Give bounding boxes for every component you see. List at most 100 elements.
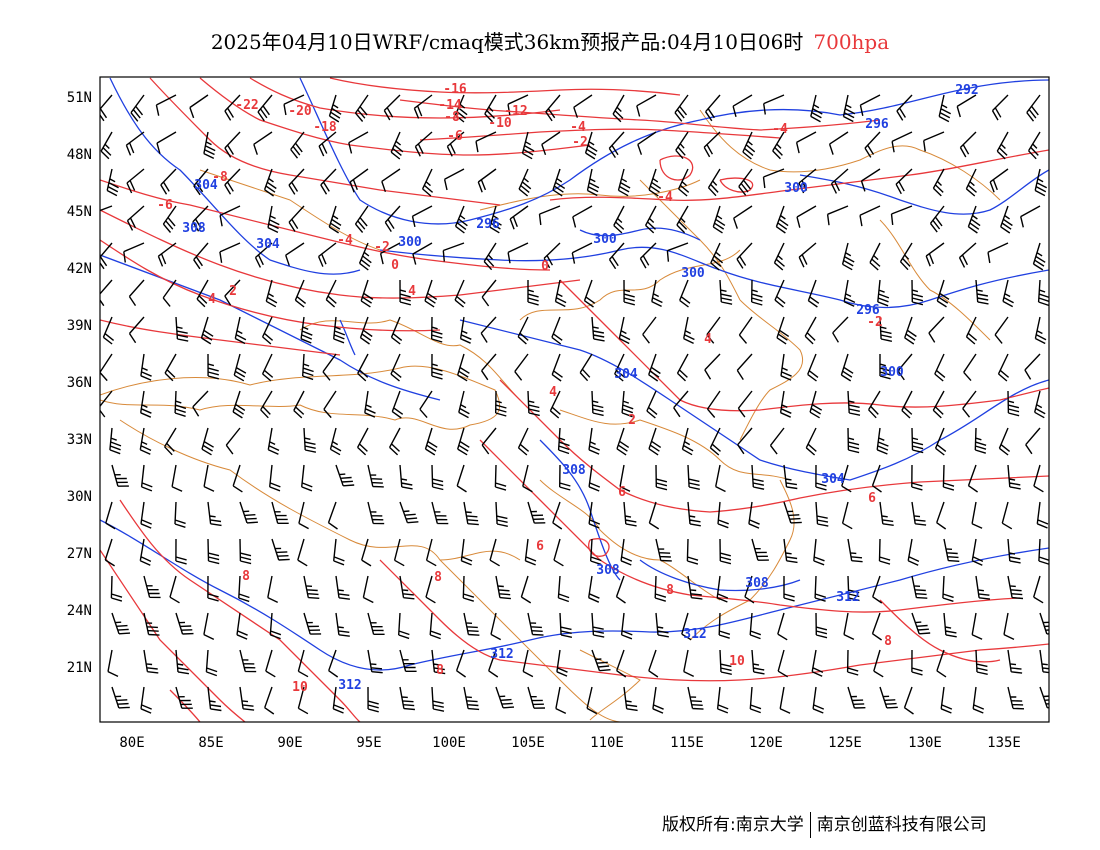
wind-barb <box>267 205 280 234</box>
wind-barb <box>267 427 280 455</box>
wind-barb <box>971 612 983 640</box>
wind-barb <box>254 242 273 268</box>
wind-barb <box>751 279 763 306</box>
lon-tick-label: 130E <box>908 735 942 751</box>
wind-barb <box>579 353 593 382</box>
wind-barb <box>1003 612 1015 641</box>
wind-barb <box>591 390 604 417</box>
wind-barb <box>936 279 950 308</box>
wind-barb <box>106 168 119 197</box>
wind-barb <box>744 575 755 604</box>
wind-barb <box>390 316 403 345</box>
wind-barb <box>399 686 415 711</box>
wind-barb <box>783 576 795 602</box>
copyright-owner: 版权所有:南京大学 <box>662 815 804 835</box>
wind-barb <box>749 686 762 714</box>
longitude-axis: 80E 85E 90E 95E 100E 105E 110E 115E 120E… <box>119 735 1021 751</box>
wind-barb <box>879 354 891 380</box>
wind-barb <box>923 131 945 152</box>
wind-barb <box>655 612 669 638</box>
wind-barb <box>225 427 241 455</box>
wind-barb <box>328 649 339 678</box>
wind-barb <box>335 612 350 637</box>
wind-barb <box>873 649 884 678</box>
height-label: 292 <box>955 83 978 98</box>
wind-barb <box>484 94 497 123</box>
wind-barb <box>847 538 863 563</box>
wind-barb <box>507 94 529 116</box>
wind-barb <box>431 316 443 343</box>
wind-barb <box>559 612 573 638</box>
wind-barb <box>751 464 765 490</box>
wind-barb <box>162 205 177 233</box>
wind-barb <box>972 686 985 714</box>
wind-barb <box>527 686 546 709</box>
temp-label: 8 <box>884 634 892 649</box>
wind-barb <box>737 427 753 455</box>
wind-barb <box>975 279 989 305</box>
footer-divider <box>809 812 811 838</box>
wind-barb <box>1007 538 1021 564</box>
wind-barb <box>257 94 273 122</box>
wind-barb <box>155 94 177 116</box>
wind-barb <box>454 94 468 123</box>
wind-barb <box>807 353 819 382</box>
wind-barb <box>619 464 631 492</box>
lon-tick-label: 135E <box>987 735 1021 751</box>
lat-tick-label: 36N <box>67 375 92 391</box>
wind-barb <box>399 649 417 672</box>
wind-barb <box>959 131 977 158</box>
latitude-axis: 51N 48N 45N 42N 39N 36N 33N 30N 27N 24N … <box>67 90 92 676</box>
wind-barb <box>936 649 947 678</box>
wind-barb <box>872 575 883 604</box>
wind-barb <box>367 686 379 713</box>
wind-barb <box>495 686 515 709</box>
wind-barb <box>676 353 689 382</box>
wind-barb <box>936 501 947 530</box>
wind-barb <box>841 464 852 493</box>
height-label: 312 <box>683 627 706 642</box>
wind-barb <box>483 242 497 271</box>
wind-barb <box>795 131 817 154</box>
wind-barb <box>637 131 657 155</box>
wind-barb <box>463 501 479 526</box>
lat-tick-label: 24N <box>67 603 92 619</box>
wind-barb <box>454 279 466 308</box>
height-labels: 292 296 300 300 300 300 296 296 300 304 … <box>182 83 978 693</box>
wind-barb <box>551 316 563 345</box>
wind-barb <box>1000 205 1013 234</box>
wind-barb <box>779 390 792 418</box>
wind-barb <box>846 649 859 676</box>
wind-barb <box>421 168 434 197</box>
wind-barb <box>140 464 153 492</box>
wind-barb <box>586 168 600 197</box>
wind-barb <box>1034 168 1048 197</box>
wind-barb <box>841 242 855 271</box>
wind-barb <box>652 686 664 714</box>
wind-barb <box>615 575 626 604</box>
wind-barb <box>111 612 131 635</box>
wind-barb <box>361 538 372 567</box>
wind-barb <box>588 575 600 603</box>
wind-barb <box>614 353 626 382</box>
wind-barb <box>429 612 442 640</box>
wind-barb <box>125 131 145 156</box>
wind-barb <box>613 205 625 234</box>
wind-barb <box>879 686 898 709</box>
height-label: 312 <box>338 678 361 693</box>
wind-barb <box>796 205 817 228</box>
wind-barb <box>521 131 535 160</box>
wind-barb <box>762 168 785 189</box>
lat-tick-label: 27N <box>67 546 92 562</box>
wind-barb <box>193 168 209 196</box>
wind-barb <box>126 168 145 194</box>
wind-barb <box>648 427 662 456</box>
wind-barb <box>541 131 561 156</box>
height-label: 296 <box>476 217 500 232</box>
wind-barb <box>807 279 820 308</box>
wind-barb <box>843 279 856 307</box>
wind-barb <box>895 168 913 195</box>
wind-barb <box>412 242 433 265</box>
wind-barb <box>329 427 342 456</box>
